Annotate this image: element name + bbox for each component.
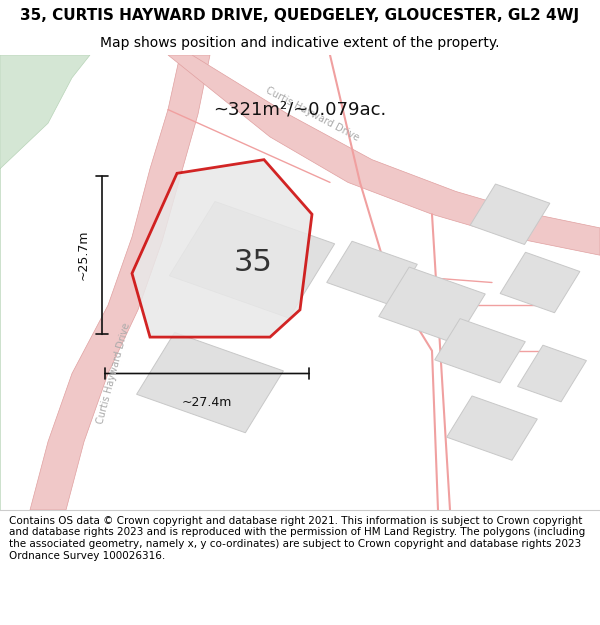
Text: ~321m²/~0.079ac.: ~321m²/~0.079ac. — [214, 101, 386, 119]
Polygon shape — [518, 345, 586, 402]
Polygon shape — [0, 55, 90, 510]
Polygon shape — [169, 201, 335, 318]
Polygon shape — [446, 396, 538, 460]
Text: ~27.4m: ~27.4m — [182, 396, 232, 409]
Polygon shape — [132, 159, 312, 337]
Text: Curtis Hayward Drive: Curtis Hayward Drive — [263, 85, 361, 143]
Text: Curtis Hayward Drive: Curtis Hayward Drive — [95, 322, 133, 425]
Polygon shape — [137, 332, 283, 432]
Text: ~25.7m: ~25.7m — [77, 230, 90, 281]
Polygon shape — [168, 55, 600, 255]
Polygon shape — [434, 319, 526, 383]
Text: Contains OS data © Crown copyright and database right 2021. This information is : Contains OS data © Crown copyright and d… — [9, 516, 585, 561]
Text: Map shows position and indicative extent of the property.: Map shows position and indicative extent… — [100, 36, 500, 50]
Polygon shape — [30, 55, 210, 510]
Polygon shape — [470, 184, 550, 244]
Polygon shape — [326, 241, 418, 306]
Polygon shape — [379, 267, 485, 344]
Text: 35, CURTIS HAYWARD DRIVE, QUEDGELEY, GLOUCESTER, GL2 4WJ: 35, CURTIS HAYWARD DRIVE, QUEDGELEY, GLO… — [20, 8, 580, 23]
Polygon shape — [500, 253, 580, 312]
Text: 35: 35 — [234, 248, 273, 277]
